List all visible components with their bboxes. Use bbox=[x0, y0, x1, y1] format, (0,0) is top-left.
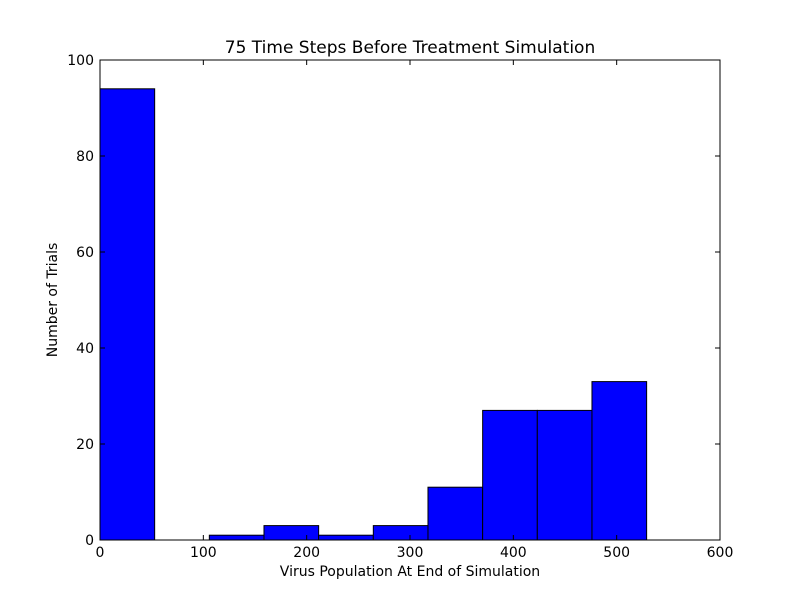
x-tick-label: 400 bbox=[500, 545, 527, 561]
y-tick-label: 80 bbox=[76, 149, 94, 165]
x-tick-label: 500 bbox=[603, 545, 630, 561]
bars-group bbox=[99, 88, 648, 541]
histogram-bar-2 bbox=[208, 534, 265, 541]
y-tick-label: 0 bbox=[85, 533, 94, 549]
x-tick-label: 200 bbox=[293, 545, 320, 561]
x-tick-label: 600 bbox=[707, 545, 734, 561]
x-tick-label: 100 bbox=[190, 545, 217, 561]
histogram-bar-9 bbox=[591, 381, 648, 541]
histogram-bar-7 bbox=[482, 409, 538, 541]
histogram-bar-3 bbox=[263, 525, 320, 541]
y-axis-label: Number of Trials bbox=[45, 243, 61, 358]
x-tick-label: 300 bbox=[397, 545, 424, 561]
y-tick-label: 60 bbox=[76, 245, 94, 261]
plot-frame bbox=[99, 59, 721, 541]
histogram-bar-6 bbox=[427, 486, 484, 541]
histogram-bar-4 bbox=[318, 534, 374, 541]
x-tick-label: 0 bbox=[96, 545, 105, 561]
y-tick-label: 40 bbox=[76, 341, 94, 357]
chart-title: 75 Time Steps Before Treatment Simulatio… bbox=[225, 38, 595, 58]
histogram-bar-5 bbox=[372, 525, 429, 541]
ticks-group: 0 100 200 300 400 500 600 0 20 40 60 80 100 bbox=[67, 53, 733, 561]
y-tick-label: 100 bbox=[67, 53, 94, 69]
y-tick-label: 20 bbox=[76, 437, 94, 453]
histogram-bar-0 bbox=[99, 88, 156, 541]
x-axis-label: Virus Population At End of Simulation bbox=[280, 564, 540, 580]
histogram-bar-8 bbox=[536, 409, 593, 541]
